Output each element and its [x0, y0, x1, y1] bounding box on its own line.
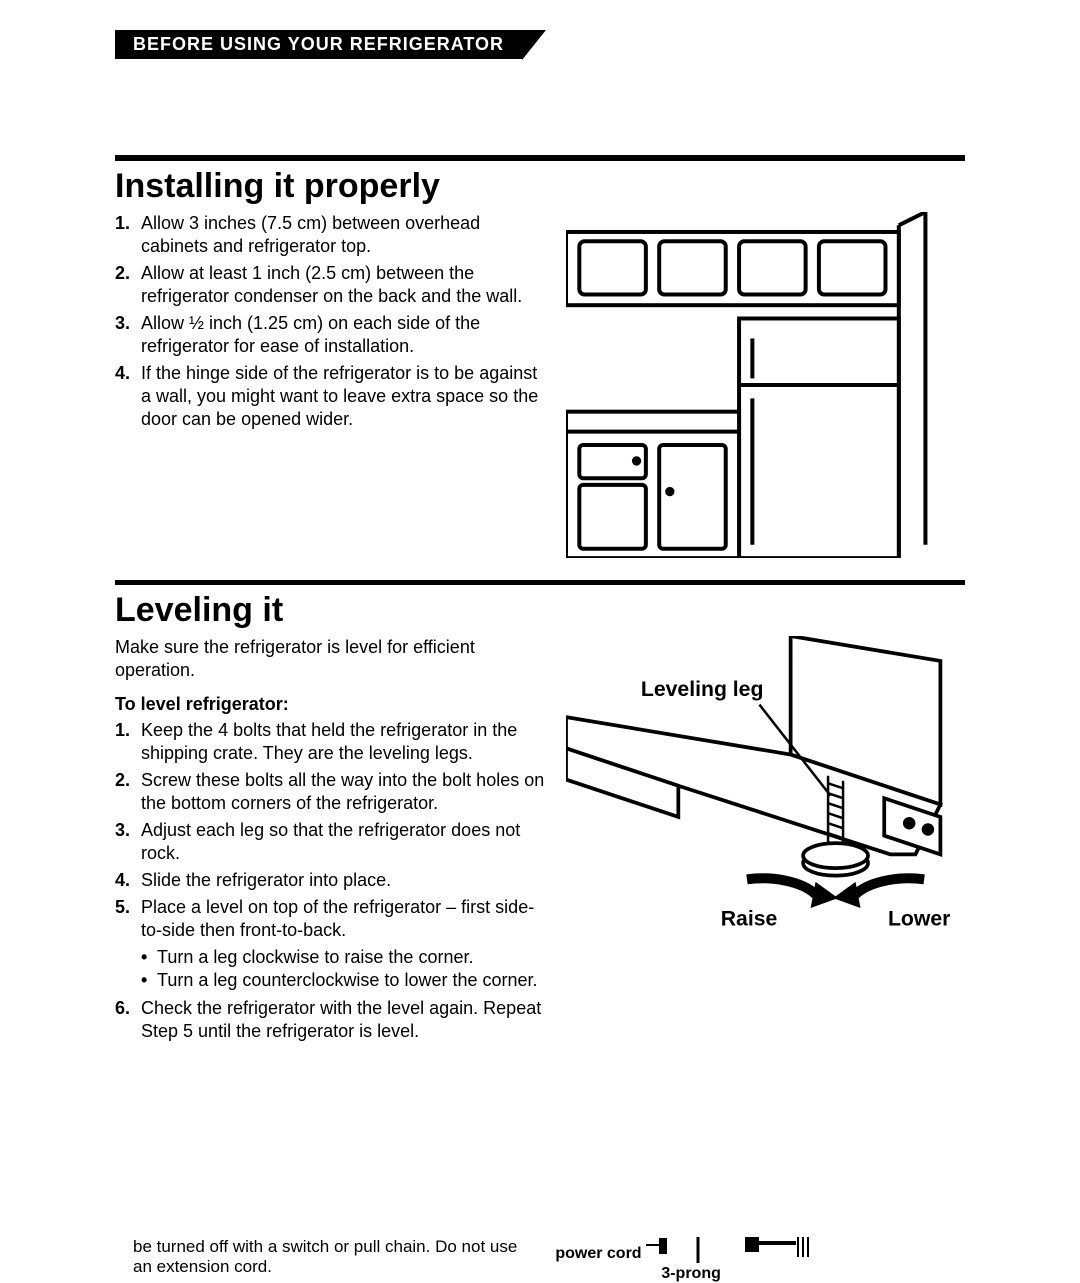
footer-right: power cord 3-prong: [555, 1237, 965, 1277]
divider-rule: [115, 155, 965, 161]
divider-rule: [115, 580, 965, 585]
footer-left-text: be turned off with a switch or pull chai…: [115, 1237, 525, 1277]
section-title-installing: Installing it properly: [115, 167, 965, 206]
step-text: Check the refrigerator with the level ag…: [141, 998, 541, 1041]
step-text: Screw these bolts all the way into the b…: [141, 770, 544, 813]
step-text: Adjust each leg so that the refrigerator…: [141, 820, 520, 863]
leveling-steps: 1.Keep the 4 bolts that held the refrige…: [115, 719, 548, 1042]
leveling-text: Make sure the refrigerator is level for …: [115, 636, 548, 1046]
footer-fragment: be turned off with a switch or pull chai…: [115, 1237, 965, 1277]
installing-text: 1.Allow 3 inches (7.5 cm) between overhe…: [115, 212, 548, 435]
leveling-illustration: Leveling leg Raise Lower: [566, 636, 965, 960]
step-item: 2.Allow at least 1 inch (2.5 cm) between…: [115, 262, 548, 308]
step-text: If the hinge side of the refrigerator is…: [141, 363, 538, 429]
label-lower: Lower: [888, 908, 950, 931]
step-item: 2.Screw these bolts all the way into the…: [115, 769, 548, 815]
label-raise: Raise: [720, 908, 777, 931]
step-text: Place a level on top of the refrigerator…: [141, 897, 534, 940]
step-item: 3.Adjust each leg so that the refrigerat…: [115, 819, 548, 865]
label-power-cord: power cord: [555, 1245, 641, 1262]
step-text: Allow ½ inch (1.25 cm) on each side of t…: [141, 313, 480, 356]
step-bullets: Turn a leg clockwise to raise the corner…: [141, 946, 548, 992]
step-item: 4.Slide the refrigerator into place.: [115, 869, 548, 892]
step-item: 4.If the hinge side of the refrigerator …: [115, 362, 548, 431]
installing-row: 1.Allow 3 inches (7.5 cm) between overhe…: [115, 212, 965, 558]
section-title-leveling: Leveling it: [115, 591, 965, 630]
leveling-leg-diagram-icon: Leveling leg Raise Lower: [566, 636, 965, 960]
step-text: Allow at least 1 inch (2.5 cm) between t…: [141, 263, 522, 306]
step-item: 1.Allow 3 inches (7.5 cm) between overhe…: [115, 212, 548, 258]
step-item: 1.Keep the 4 bolts that held the refrige…: [115, 719, 548, 765]
step-text: Slide the refrigerator into place.: [141, 870, 391, 890]
leveling-row: Make sure the refrigerator is level for …: [115, 636, 965, 1046]
bullet-item: Turn a leg clockwise to raise the corner…: [141, 946, 548, 969]
label-leveling-leg: Leveling leg: [641, 678, 764, 701]
step-text: Allow 3 inches (7.5 cm) between overhead…: [141, 213, 480, 256]
bullet-item: Turn a leg counterclockwise to lower the…: [141, 969, 548, 992]
installing-illustration: [566, 212, 965, 558]
leveling-subhead: To level refrigerator:: [115, 694, 548, 715]
step-item: 5.Place a level on top of the refrigerat…: [115, 896, 548, 992]
kitchen-diagram-icon: [566, 212, 965, 558]
leveling-intro: Make sure the refrigerator is level for …: [115, 636, 548, 682]
step-item: 3.Allow ½ inch (1.25 cm) on each side of…: [115, 312, 548, 358]
step-item: 6.Check the refrigerator with the level …: [115, 997, 548, 1043]
section-banner: BEFORE USING YOUR REFRIGERATOR: [115, 30, 522, 59]
step-text: Keep the 4 bolts that held the refrigera…: [141, 720, 517, 763]
installing-steps: 1.Allow 3 inches (7.5 cm) between overhe…: [115, 212, 548, 431]
label-3-prong: 3-prong: [661, 1265, 721, 1283]
